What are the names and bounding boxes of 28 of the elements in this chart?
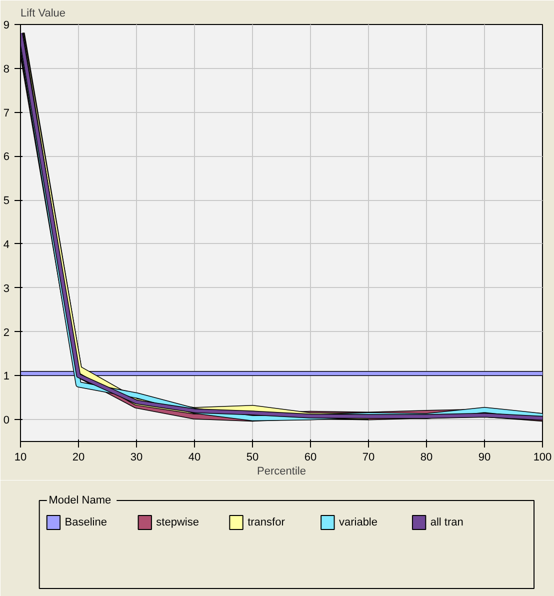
legend-label: variable: [338, 516, 378, 528]
y-tick-label: 3: [3, 282, 10, 295]
x-tick-label: 40: [188, 452, 201, 464]
y-tick-label: 4: [3, 238, 10, 251]
legend-label: stepwise: [156, 516, 199, 528]
y-tick-label: 5: [3, 195, 10, 208]
legend-label: transfor: [248, 516, 286, 528]
x-tick-label: 60: [304, 452, 317, 464]
legend-label: Baseline: [64, 516, 107, 528]
y-tick-label: 6: [3, 151, 10, 164]
legend-title: Model Name: [48, 494, 112, 506]
y-tick-label: 9: [3, 20, 10, 32]
y-tick-label: 2: [3, 326, 10, 339]
y-tick-label: 7: [3, 107, 10, 120]
x-tick-label: 100: [533, 452, 552, 464]
x-tick-label: 80: [420, 452, 433, 464]
x-tick-label: 70: [362, 452, 375, 464]
y-tick-label: 1: [3, 370, 10, 383]
y-tick-label: 8: [3, 63, 10, 76]
x-tick-label: 10: [14, 452, 27, 464]
x-axis-title: Percentile: [257, 466, 306, 478]
x-tick-label: 30: [130, 452, 143, 464]
y-axis-title: Lift Value: [20, 8, 66, 20]
x-tick-label: 20: [72, 452, 85, 464]
x-tick-label: 50: [246, 452, 259, 464]
legend-label: all tran: [430, 516, 464, 528]
y-tick-label: 0: [3, 414, 10, 427]
x-tick-label: 90: [478, 452, 491, 464]
